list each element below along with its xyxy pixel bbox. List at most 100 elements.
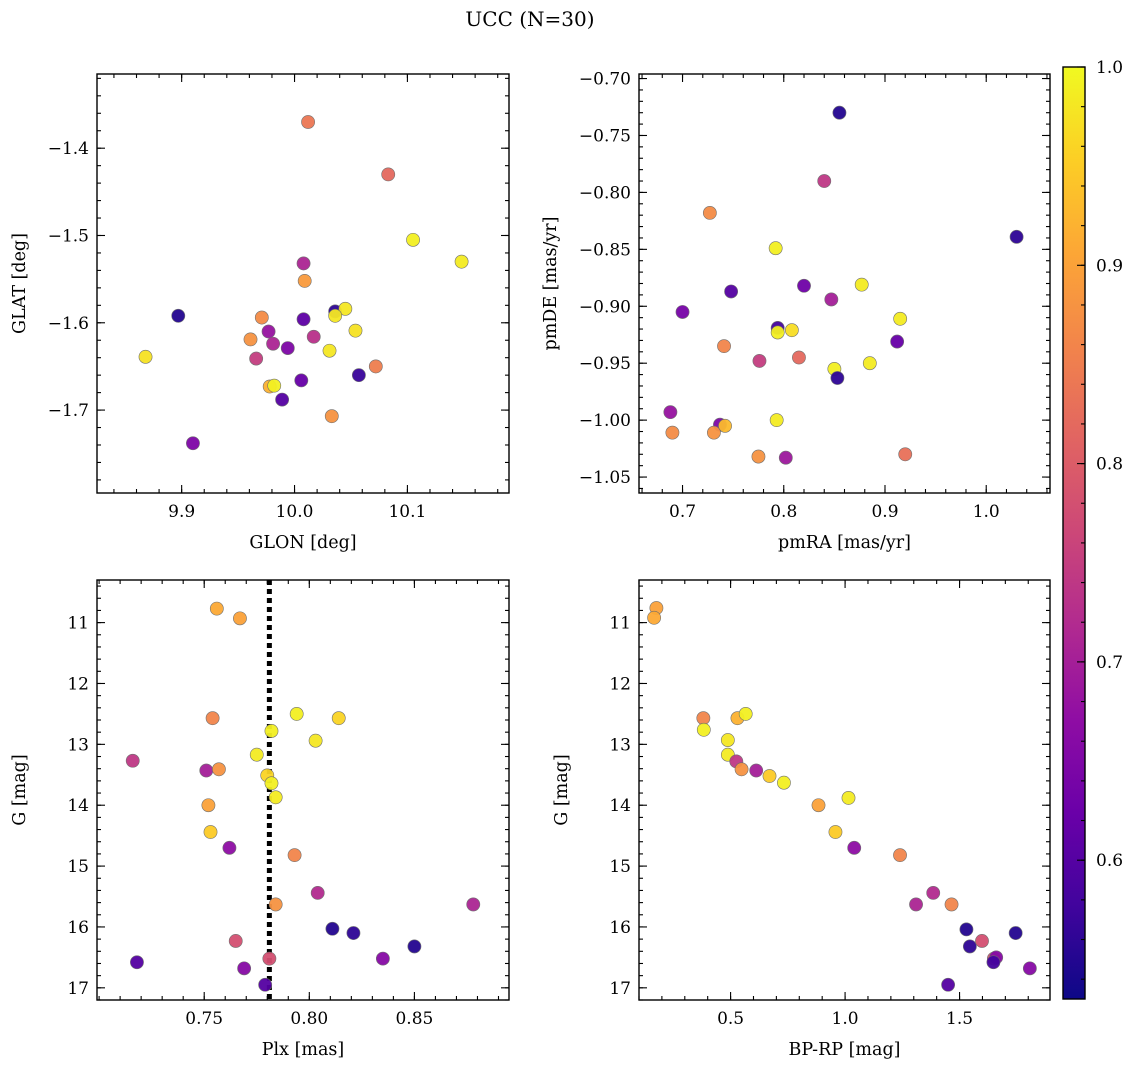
data-point [824,292,839,307]
y-tick-label: −1.7 [48,401,89,421]
data-point [249,351,264,366]
axes-frame [638,73,1051,494]
colorbar-gradient [1063,67,1085,999]
data-point [406,232,420,247]
data-point [294,373,309,388]
data-point [325,921,340,936]
data-point [959,922,974,937]
y-tick-label: −1.05 [579,468,631,488]
data-point [351,368,366,383]
y-tick-label: 11 [609,614,631,634]
data-point [201,798,216,813]
y-tick-label: 16 [609,918,631,938]
data-point [275,392,290,407]
data-point [228,934,243,948]
colorbar: 0.6 0.7 0.8 0.9 1.0 [1062,58,1123,1000]
data-point [832,105,847,120]
data-point [1022,961,1037,976]
data-point [466,897,481,912]
data-point [324,409,339,424]
y-tick-label: 15 [67,857,89,877]
data-point [702,206,717,220]
data-point [696,711,711,726]
data-point [647,610,662,625]
data-point [777,775,791,790]
data-point [749,763,764,778]
y-tick-label: −0.75 [579,126,631,146]
data-point [986,955,1001,970]
data-point [268,790,283,805]
data-point [328,308,343,323]
data-point [297,273,312,288]
y-tick-label: 11 [67,614,89,634]
data-point [199,763,214,778]
data-point [696,722,711,737]
x-tick-label: 0.75 [185,1009,223,1029]
y-tick-label: 15 [609,857,631,877]
panel-pmra-pmde: 0.7 0.8 0.9 1.0 −0.70 −0.75 −0.80 −0.85 −0.90 −0.… [541,70,1051,553]
data-point [171,308,186,323]
data-point [893,848,907,863]
data-point [768,241,783,256]
data-point [717,339,731,354]
axes-frame [638,579,1051,1001]
data-point [186,436,200,451]
y-axis-label: pmDE [mas/yr] [541,217,561,351]
data-point [212,762,226,777]
data-point [893,311,908,326]
panels: 9.9 10.0 10.1 −1.4 −1.5 −1.6 −1.7 GLON [deg] GLA… [10,70,1051,1060]
data-point [130,955,144,970]
data-point [707,425,721,440]
data-point [784,323,799,338]
x-tick-label: 1.0 [973,502,1000,522]
data-point [898,447,913,462]
x-tick-label: 0.80 [290,1009,328,1029]
data-point [138,349,153,364]
data-point [720,733,735,747]
data-point [262,951,277,966]
y-tick-label: 14 [67,796,89,816]
y-tick-label: −0.90 [579,297,631,317]
y-tick-label: −1.4 [48,139,89,159]
axes-frame [96,73,510,494]
data-point [1009,229,1024,244]
data-point [289,707,304,721]
x-tick-label: 0.9 [871,502,898,522]
data-point [346,926,361,940]
data-point [249,747,264,762]
data-point [797,278,811,293]
data-point [941,977,956,992]
y-tick-label: 13 [609,735,631,755]
y-axis-label: G [mag] [10,754,30,825]
data-point [237,961,252,976]
data-point [778,450,793,465]
data-point [909,897,923,912]
panel-glon-glat: 9.9 10.0 10.1 −1.4 −1.5 −1.6 −1.7 GLON [deg] GLA… [10,73,510,553]
data-point [944,897,959,912]
y-tick-label: 13 [67,735,89,755]
data-point [724,284,739,299]
x-axis-label: GLON [deg] [249,533,356,553]
data-point [375,951,390,966]
data-point [830,371,845,385]
colorbar-frame [1062,66,1086,1000]
x-axis-label: Plx [mas] [262,1040,344,1060]
y-tick-label: −1.6 [48,314,89,334]
data-point [718,418,732,433]
axes-frame [96,579,510,1001]
colorbar-tick-label: 1.0 [1096,58,1123,78]
data-point [203,825,218,839]
data-point [264,776,279,791]
data-point [762,769,777,783]
y-tick-label: −0.85 [579,240,631,260]
data-point [308,733,323,748]
panel-bprp-g: 0.5 1.0 1.5 11 12 13 14 15 16 17 BP-RP [mag] G [mag… [552,579,1051,1060]
data-point [264,724,279,738]
data-point [348,323,363,338]
data-point [734,762,749,777]
data-point [407,939,422,954]
data-point [454,254,469,269]
data-point [267,378,282,393]
y-tick-label: 17 [609,979,631,999]
data-point [665,425,680,440]
